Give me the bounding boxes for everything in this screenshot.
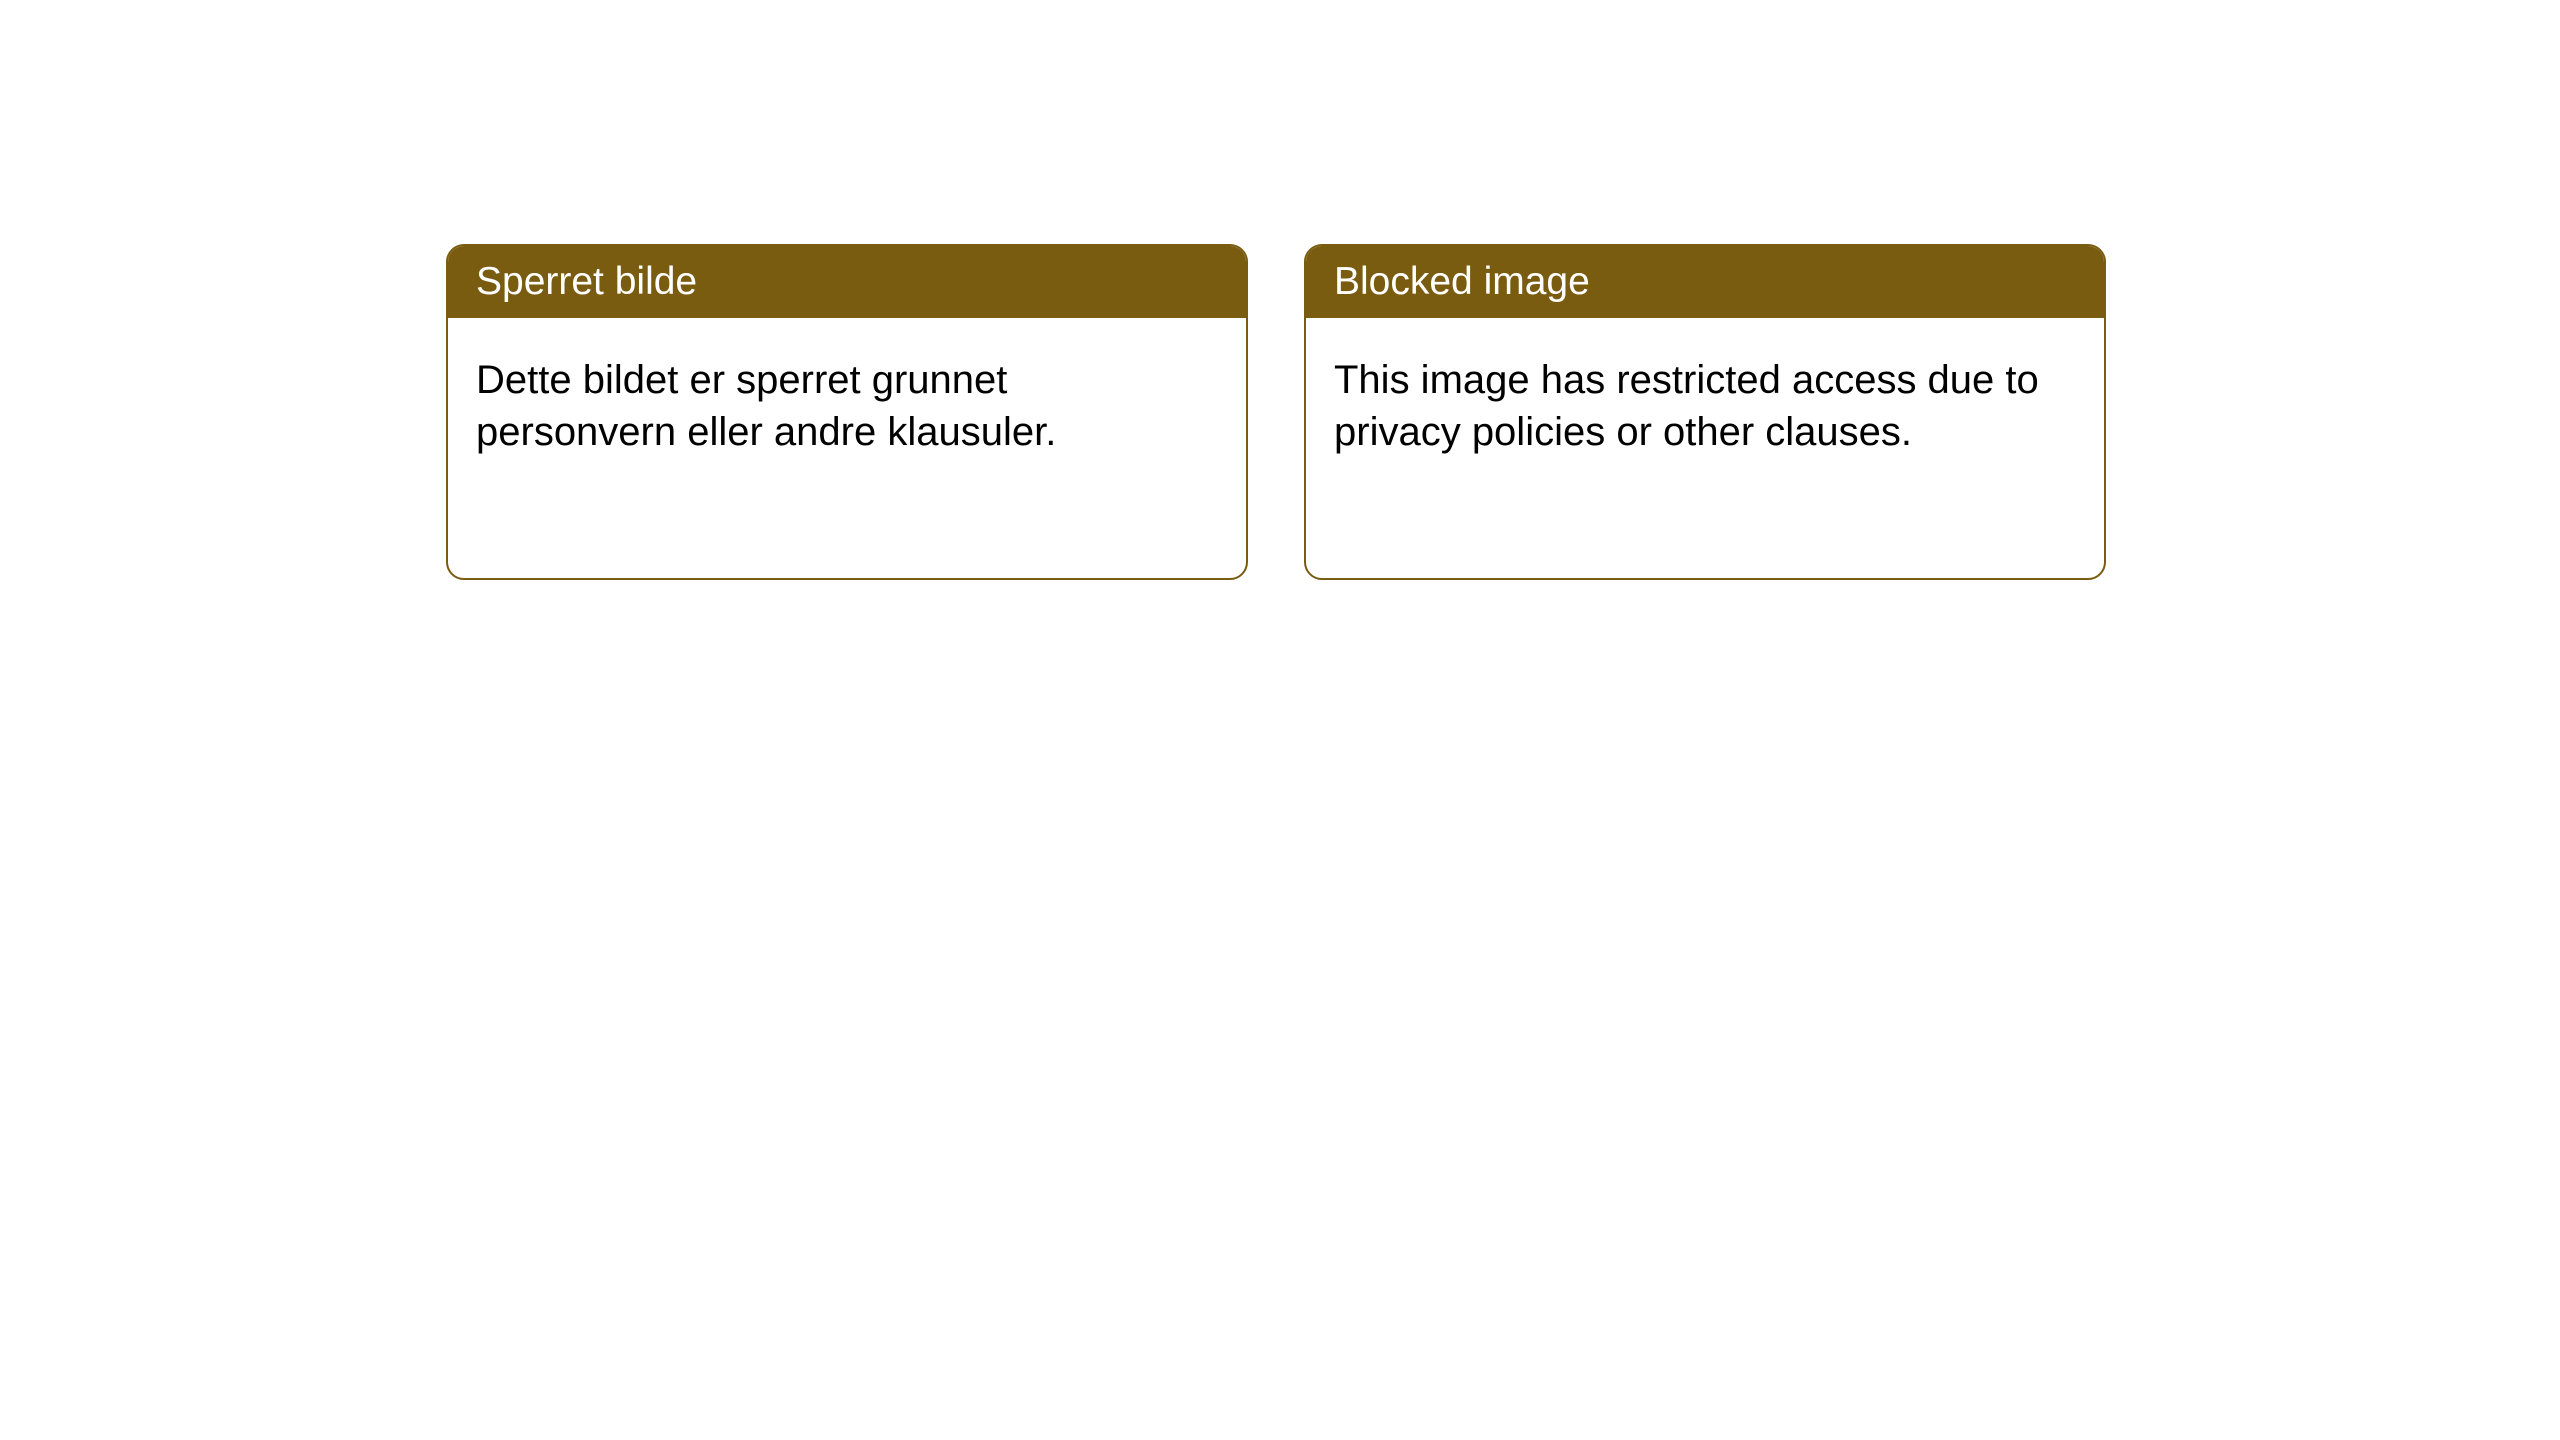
card-message: Dette bildet er sperret grunnet personve… [476, 358, 1056, 454]
card-header: Sperret bilde [448, 246, 1246, 318]
card-title: Sperret bilde [476, 260, 697, 303]
card-title: Blocked image [1334, 260, 1590, 303]
card-body: This image has restricted access due to … [1306, 318, 2104, 494]
notice-card-english: Blocked image This image has restricted … [1304, 244, 2106, 580]
card-body: Dette bildet er sperret grunnet personve… [448, 318, 1246, 494]
notice-card-norwegian: Sperret bilde Dette bildet er sperret gr… [446, 244, 1248, 580]
notice-cards-container: Sperret bilde Dette bildet er sperret gr… [0, 0, 2560, 580]
card-message: This image has restricted access due to … [1334, 358, 2039, 454]
card-header: Blocked image [1306, 246, 2104, 318]
